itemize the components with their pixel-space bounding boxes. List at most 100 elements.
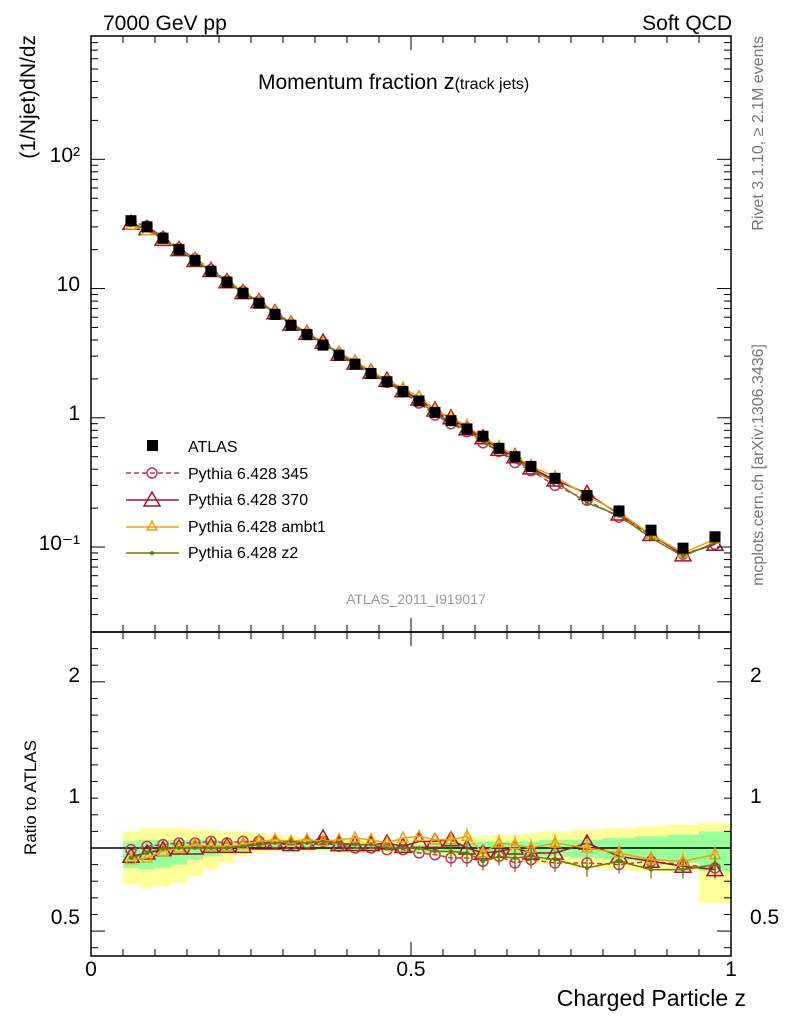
point-atlas <box>269 308 281 320</box>
point-atlas <box>445 415 457 427</box>
ratio-point-pythia-6-428-z2 <box>417 846 421 850</box>
ratio-y-tick-label-left-0.5: 0.5 <box>51 906 80 929</box>
x-tick-label-0: 0 <box>85 958 97 981</box>
point-atlas <box>677 542 689 554</box>
ratio-point-pythia-6-428-z2 <box>193 846 197 850</box>
point-atlas <box>285 319 297 331</box>
ratio-point-pythia-6-428-ambt1 <box>508 836 522 850</box>
ratio-point-pythia-6-428-z2 <box>433 849 437 854</box>
ratio-point-pythia-6-428-z2 <box>529 854 533 859</box>
ratio-point-pythia-6-428-ambt1 <box>204 838 218 852</box>
ratio-series <box>121 827 725 879</box>
legend-label-345: Pythia 6.428 345 <box>188 466 308 483</box>
point-pythia-6-428-z2 <box>649 535 653 540</box>
main-title-text: Momentum fraction <box>258 71 444 94</box>
point-atlas <box>205 265 217 277</box>
point-atlas <box>429 406 441 418</box>
series-atlas <box>125 215 721 554</box>
ratio-point-pythia-6-428-ambt1 <box>412 828 426 842</box>
point-atlas <box>645 524 657 536</box>
point-atlas <box>237 287 249 299</box>
point-atlas <box>365 368 377 380</box>
legend-marker-ambt1 <box>145 519 159 531</box>
ratio-point-pythia-6-428-z2 <box>241 844 245 849</box>
band-green <box>283 843 299 850</box>
ratio-point-pythia-6-428-z2 <box>209 846 213 850</box>
ratio-plot-frame <box>90 631 732 957</box>
point-pythia-6-428-z2 <box>585 500 589 505</box>
point-atlas <box>613 505 625 517</box>
analysis-watermark: ATLAS_2011_I919017 <box>346 591 486 607</box>
ratio-point-pythia-6-428-z2 <box>145 850 149 855</box>
legend-label-370: Pythia 6.428 370 <box>188 492 308 509</box>
mcplots-label: mcplots.cern.ch [arXiv:1306.3436] <box>750 344 767 586</box>
ratio-y-tick-label-left-1: 1 <box>68 785 80 808</box>
point-pythia-6-428-z2 <box>681 554 685 559</box>
ratio-y-tick-label-left-2: 2 <box>68 664 80 687</box>
ratio-point-pythia-6-428-z2 <box>289 839 293 844</box>
ratio-point-pythia-6-428-370 <box>705 860 725 877</box>
x-axis-title: Charged Particle z <box>557 985 746 1011</box>
ratio-point-pythia-6-428-ambt1 <box>284 833 298 847</box>
legend-marker-atlas <box>147 440 158 451</box>
ratio-point-pythia-6-428-z2 <box>553 857 557 862</box>
point-atlas <box>397 385 409 397</box>
point-atlas <box>493 442 505 454</box>
point-atlas <box>525 460 537 472</box>
ratio-point-pythia-6-428-z2 <box>337 841 341 846</box>
ratio-point-pythia-6-428-ambt1 <box>220 838 234 852</box>
ratio-point-pythia-6-428-z2 <box>649 867 653 872</box>
point-atlas <box>189 254 201 266</box>
ratio-y-tick-label-right-0.5: 0.5 <box>750 906 779 929</box>
ratio-point-pythia-6-428-ambt1 <box>124 851 138 865</box>
band-green <box>267 843 283 850</box>
point-atlas <box>221 276 233 288</box>
ratio-point-pythia-6-428-z2 <box>481 859 485 864</box>
legend: ATLAS Pythia 6.428 345 Pythia 6.428 370 … <box>126 439 326 562</box>
ratio-point-pythia-6-428-ambt1 <box>428 832 442 845</box>
legend-label-ambt1: Pythia 6.428 ambt1 <box>188 519 326 536</box>
point-atlas <box>301 329 313 341</box>
ratio-point-pythia-6-428-z2 <box>257 842 261 847</box>
point-atlas <box>173 244 185 256</box>
ratio-point-pythia-6-428-z2 <box>617 859 621 864</box>
ratio-line-pythia-6-428-z2 <box>130 840 716 871</box>
ratio-point-pythia-6-428-z2 <box>449 849 453 854</box>
main-title-sub: (track jets) <box>455 76 530 93</box>
ratio-point-pythia-6-428-z2 <box>177 846 181 850</box>
ratio-point-pythia-6-428-z2 <box>713 862 717 867</box>
ratio-point-pythia-6-428-z2 <box>321 839 325 844</box>
ratio-y-tick-label-right-1: 1 <box>750 785 762 808</box>
point-atlas <box>709 531 721 543</box>
rivet-label: Rivet 3.1.10, ≥ 2.1M events <box>750 36 767 231</box>
point-atlas <box>317 339 329 351</box>
main-y-tick-label-0.1: 10⁻¹ <box>39 532 80 555</box>
point-atlas <box>549 472 561 484</box>
ratio-point-pythia-6-428-ambt1 <box>236 836 250 850</box>
main-y-tick-label-10: 10 <box>57 273 80 296</box>
ratio-point-pythia-6-428-ambt1 <box>316 833 330 847</box>
ratio-point-pythia-6-428-ambt1 <box>172 840 186 853</box>
legend-marker-370 <box>142 490 162 507</box>
point-atlas <box>125 215 137 227</box>
ratio-point-pythia-6-428-z2 <box>401 846 405 850</box>
ratio-point-pythia-6-428-ambt1 <box>156 843 170 857</box>
ratio-point-pythia-6-428-ambt1 <box>460 828 474 842</box>
ratio-y-tick-label-right-2: 2 <box>750 664 762 687</box>
main-series <box>121 213 725 562</box>
point-atlas <box>477 430 489 442</box>
ratio-point-pythia-6-428-z2 <box>353 842 357 847</box>
point-atlas <box>581 490 593 502</box>
ratio-point-pythia-6-428-z2 <box>273 841 277 846</box>
main-y-tick-label-1: 1 <box>68 402 80 425</box>
point-atlas <box>349 358 361 370</box>
ratio-point-pythia-6-428-z2 <box>585 865 589 870</box>
header-left: 7000 GeV pp <box>103 12 227 35</box>
point-atlas <box>509 451 521 463</box>
point-atlas <box>333 349 345 361</box>
ratio-point-pythia-6-428-z2 <box>513 855 517 860</box>
ratio-point-pythia-6-428-ambt1 <box>580 840 594 853</box>
ratio-point-pythia-6-428-z2 <box>369 842 373 847</box>
ratio-point-pythia-6-428-370 <box>121 846 141 864</box>
ratio-point-pythia-6-428-z2 <box>225 846 229 850</box>
